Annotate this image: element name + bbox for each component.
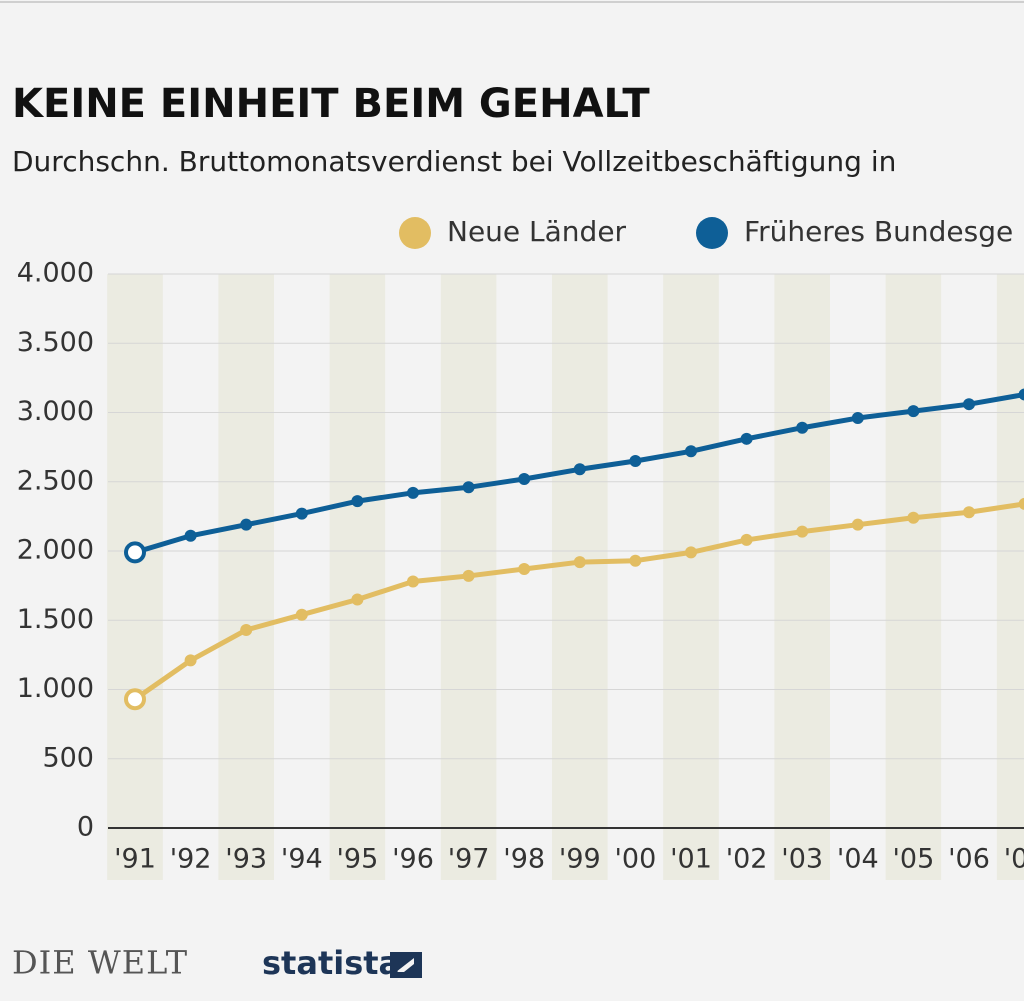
x-tick-label: '05	[893, 844, 935, 875]
data-point	[518, 563, 531, 576]
data-point	[963, 506, 975, 519]
x-tick-label: '93	[225, 844, 267, 875]
column-stripe	[218, 274, 274, 880]
y-tick-label: 3.000	[17, 396, 94, 427]
legend-marker	[696, 217, 728, 249]
data-point	[963, 398, 975, 411]
y-tick-label: 4.000	[17, 258, 94, 289]
data-point	[685, 445, 697, 458]
data-point	[740, 533, 753, 546]
column-stripe	[663, 274, 719, 880]
chart-subtitle: Durchschn. Bruttomonatsverdienst bei Vol…	[12, 145, 896, 178]
source-logo: statista	[262, 944, 400, 982]
column-stripe	[107, 274, 163, 880]
data-point	[295, 608, 308, 621]
data-point	[295, 507, 308, 520]
data-point	[685, 546, 697, 559]
chart-title: KEINE EINHEIT BEIM GEHALT	[12, 81, 650, 127]
data-point	[124, 541, 146, 564]
data-point	[184, 529, 197, 542]
column-stripe	[552, 274, 608, 880]
x-tick-label: '07	[1004, 844, 1024, 875]
legend-marker	[399, 217, 431, 249]
data-point	[740, 432, 753, 445]
data-point	[907, 511, 920, 524]
x-tick-label: '92	[170, 844, 212, 875]
data-point	[462, 481, 475, 494]
data-point	[851, 518, 864, 531]
x-tick-label: '98	[503, 844, 545, 875]
data-point	[240, 518, 253, 531]
x-tick-label: '01	[670, 844, 712, 875]
x-tick-label: '06	[948, 844, 990, 875]
x-tick-label: '95	[337, 844, 379, 875]
source-icon	[390, 952, 422, 978]
x-tick-label: '96	[392, 844, 434, 875]
x-tick-label: '03	[781, 844, 823, 875]
data-point	[1018, 497, 1024, 510]
data-point	[1018, 388, 1024, 401]
data-point	[907, 405, 920, 418]
data-point	[573, 556, 586, 569]
data-point	[629, 554, 642, 567]
column-stripe	[996, 274, 1024, 880]
data-point	[462, 569, 475, 582]
x-tick-label: '97	[448, 844, 490, 875]
column-stripe	[885, 274, 942, 880]
data-point	[629, 454, 642, 467]
data-point	[518, 472, 531, 485]
data-point	[407, 486, 419, 499]
y-tick-label: 3.500	[17, 327, 94, 358]
y-tick-label: 2.500	[17, 465, 94, 496]
data-point	[184, 654, 197, 667]
y-tick-label: 1.000	[17, 673, 94, 704]
x-tick-label: '91	[114, 844, 156, 875]
x-tick-label: '00	[615, 844, 657, 875]
x-tick-label: '04	[837, 844, 879, 875]
data-point	[351, 495, 364, 508]
legend-label: Früheres Bundesge	[744, 215, 1013, 248]
column-stripe	[329, 274, 386, 880]
publisher-logo: DIE WELT	[12, 944, 188, 982]
data-point	[796, 525, 809, 538]
y-tick-label: 0	[77, 812, 94, 843]
x-tick-label: '02	[726, 844, 768, 875]
plot: 0 500 1.000 1.500 2.000 2.500 3.000 3.500 4.000 '…	[17, 258, 1024, 880]
data-point	[851, 412, 864, 425]
data-point	[796, 421, 809, 434]
data-point	[407, 575, 419, 588]
x-tick-label: '94	[281, 844, 323, 875]
y-tick-label: 1.500	[17, 604, 94, 635]
data-point	[240, 623, 253, 636]
data-point	[351, 593, 364, 606]
legend: Neue Länder Früheres Bundesge	[399, 215, 1013, 249]
y-tick-label: 2.000	[17, 535, 94, 566]
x-tick-label: '99	[559, 844, 601, 875]
y-tick-label: 500	[42, 742, 94, 773]
data-point	[573, 463, 586, 476]
data-point	[124, 688, 146, 711]
legend-label: Neue Länder	[447, 215, 627, 248]
column-stripe	[774, 274, 830, 880]
